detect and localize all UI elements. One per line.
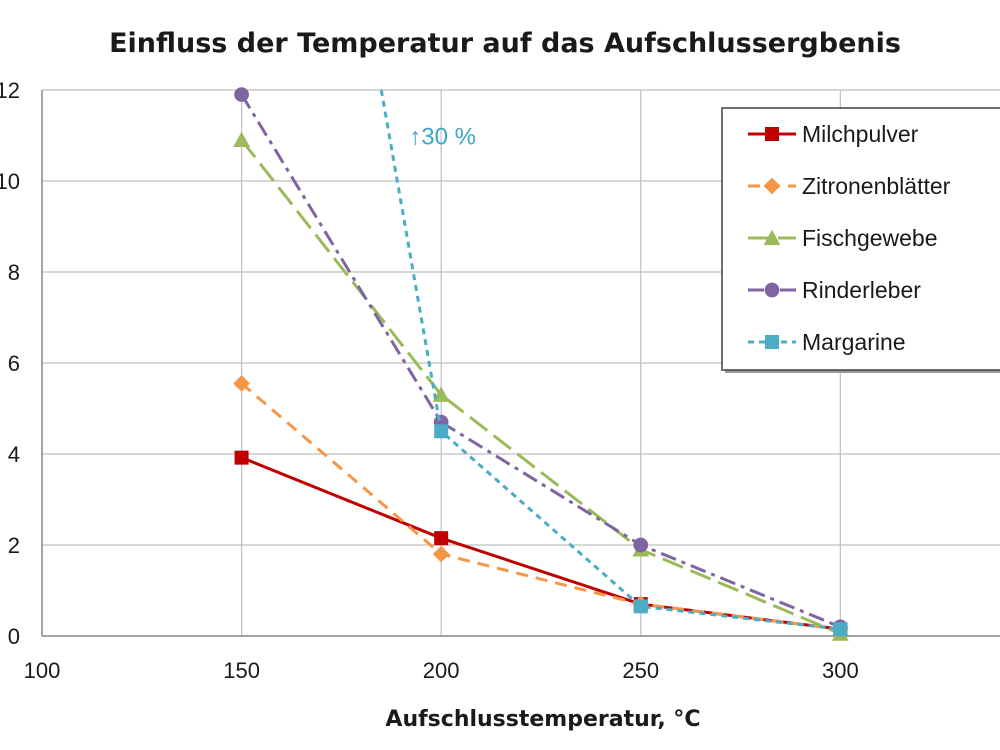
data-point: [234, 450, 249, 465]
legend-label: Margarine: [802, 329, 906, 355]
legend-label: Rinderleber: [802, 277, 921, 303]
x-axis-label: Aufschlusstemperatur, °C: [385, 707, 700, 732]
legend-label: Fischgewebe: [802, 225, 938, 251]
data-point: [833, 622, 848, 637]
y-tick-label: 10: [0, 169, 20, 194]
data-point: [434, 531, 449, 546]
y-tick-label: 12: [0, 78, 20, 103]
y-tick-labels: 0 2 4 6 8 10 12: [0, 78, 20, 649]
x-tick-label: 250: [622, 658, 659, 683]
legend: Milchpulver Zitronenblätter Fischgewebe Rin…: [721, 107, 1000, 373]
series-margarine: [379, 89, 848, 637]
x-tick-label: 300: [822, 658, 859, 683]
data-point: [434, 424, 449, 439]
annotation-text: ↑30 %: [409, 123, 476, 150]
legend-swatch-marker: [765, 127, 779, 141]
legend-swatch-marker: [763, 177, 781, 195]
legend-swatch-marker: [764, 282, 780, 298]
x-tick-label: 200: [423, 658, 460, 683]
legend-label: Milchpulver: [802, 121, 919, 147]
x-tick-label: 150: [223, 658, 260, 683]
y-tick-label: 4: [8, 442, 20, 467]
legend-item: Fischgewebe: [748, 225, 938, 251]
legend-item: Margarine: [748, 329, 906, 355]
data-point: [233, 131, 250, 148]
y-tick-label: 6: [8, 351, 20, 376]
legend-item: Milchpulver: [748, 121, 919, 147]
chart-title: Einfluss der Temperatur auf das Aufschlu…: [109, 28, 901, 59]
series-group: [233, 87, 849, 641]
data-point: [633, 599, 648, 614]
data-point: [432, 386, 450, 402]
legend-label: Zitronenblätter: [802, 173, 951, 199]
legend-swatch-marker: [765, 335, 779, 349]
y-tick-label: 0: [8, 624, 20, 649]
y-tick-label: 2: [8, 533, 20, 558]
y-tick-label: 8: [8, 260, 20, 285]
data-point: [432, 545, 450, 563]
series-line: [240, 139, 841, 636]
legend-swatch-marker: [763, 229, 781, 245]
x-tick-label: 100: [24, 658, 61, 683]
x-tick-labels: 100 150 200 250 300: [24, 658, 859, 683]
data-point: [633, 537, 649, 553]
data-point: [234, 87, 249, 102]
data-point: [233, 375, 250, 392]
legend-item: Zitronenblätter: [748, 173, 951, 199]
legend-item: Rinderleber: [748, 277, 921, 303]
series-line: [240, 382, 841, 631]
